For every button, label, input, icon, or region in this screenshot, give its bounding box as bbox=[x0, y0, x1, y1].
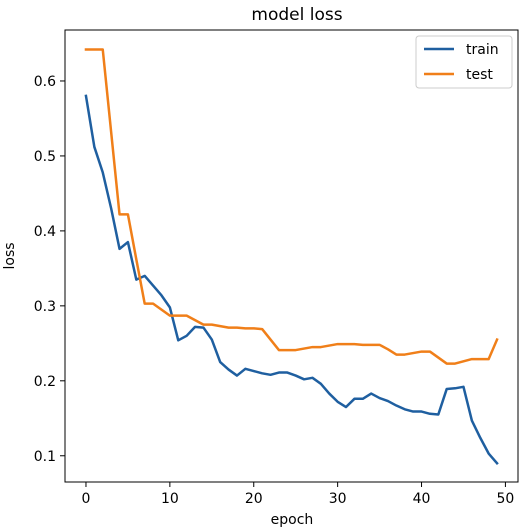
x-tick-label: 50 bbox=[497, 491, 515, 507]
chart-title: model loss bbox=[251, 5, 342, 25]
x-tick-label: 10 bbox=[161, 491, 179, 507]
series-line-test bbox=[84, 48, 499, 365]
y-axis-ticks: 0.1 0.2 0.3 0.4 0.5 0.6 bbox=[34, 74, 65, 465]
x-tick-label: 30 bbox=[329, 491, 347, 507]
x-axis-ticks: 0 10 20 30 40 50 bbox=[82, 482, 515, 507]
y-tick-label: 0.3 bbox=[34, 299, 56, 315]
x-tick-label: 40 bbox=[413, 491, 431, 507]
legend-label-test: test bbox=[466, 67, 493, 83]
y-tick-label: 0.4 bbox=[34, 224, 56, 240]
y-tick-label: 0.5 bbox=[34, 149, 56, 165]
y-tick-label: 0.2 bbox=[34, 374, 56, 390]
x-tick-label: 20 bbox=[245, 491, 263, 507]
y-tick-label: 0.1 bbox=[34, 449, 56, 465]
legend-label-train: train bbox=[466, 42, 499, 58]
x-tick-label: 0 bbox=[82, 491, 91, 507]
y-axis-label: loss bbox=[2, 242, 18, 269]
legend: train test bbox=[415, 35, 513, 89]
series-line-train bbox=[84, 94, 499, 466]
plot-frame bbox=[64, 29, 519, 483]
x-axis-label: epoch bbox=[271, 512, 314, 528]
plot-area bbox=[65, 30, 518, 482]
series-layer bbox=[84, 48, 499, 466]
y-tick-label: 0.6 bbox=[34, 74, 56, 90]
